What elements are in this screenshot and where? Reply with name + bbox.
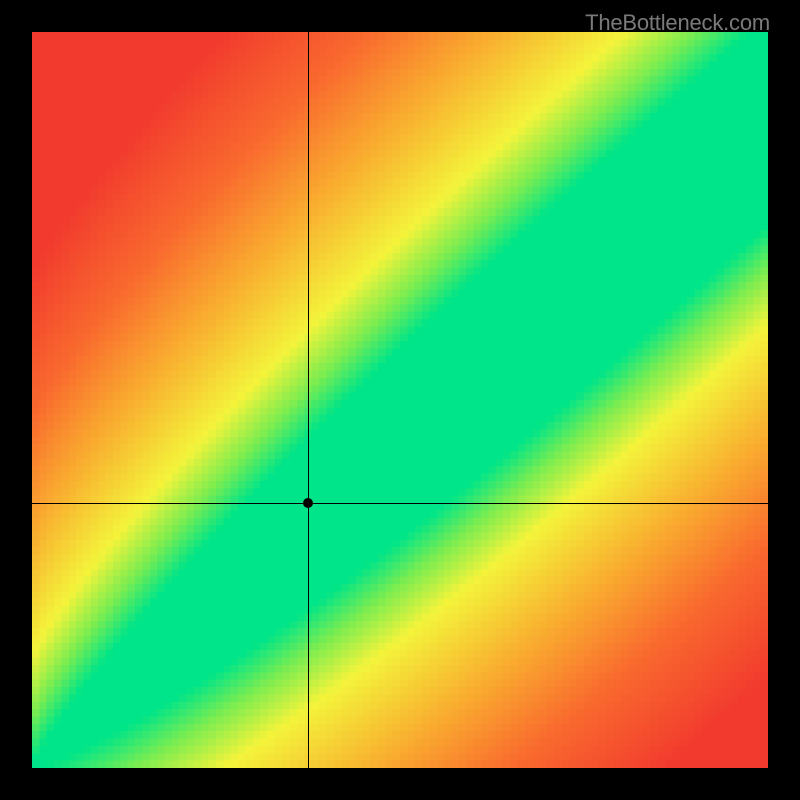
heatmap-canvas: [32, 32, 768, 768]
crosshair-horizontal: [32, 503, 768, 504]
marker-dot: [303, 498, 313, 508]
crosshair-vertical: [308, 32, 309, 768]
watermark-text: TheBottleneck.com: [585, 10, 770, 36]
plot-area: [32, 32, 768, 768]
